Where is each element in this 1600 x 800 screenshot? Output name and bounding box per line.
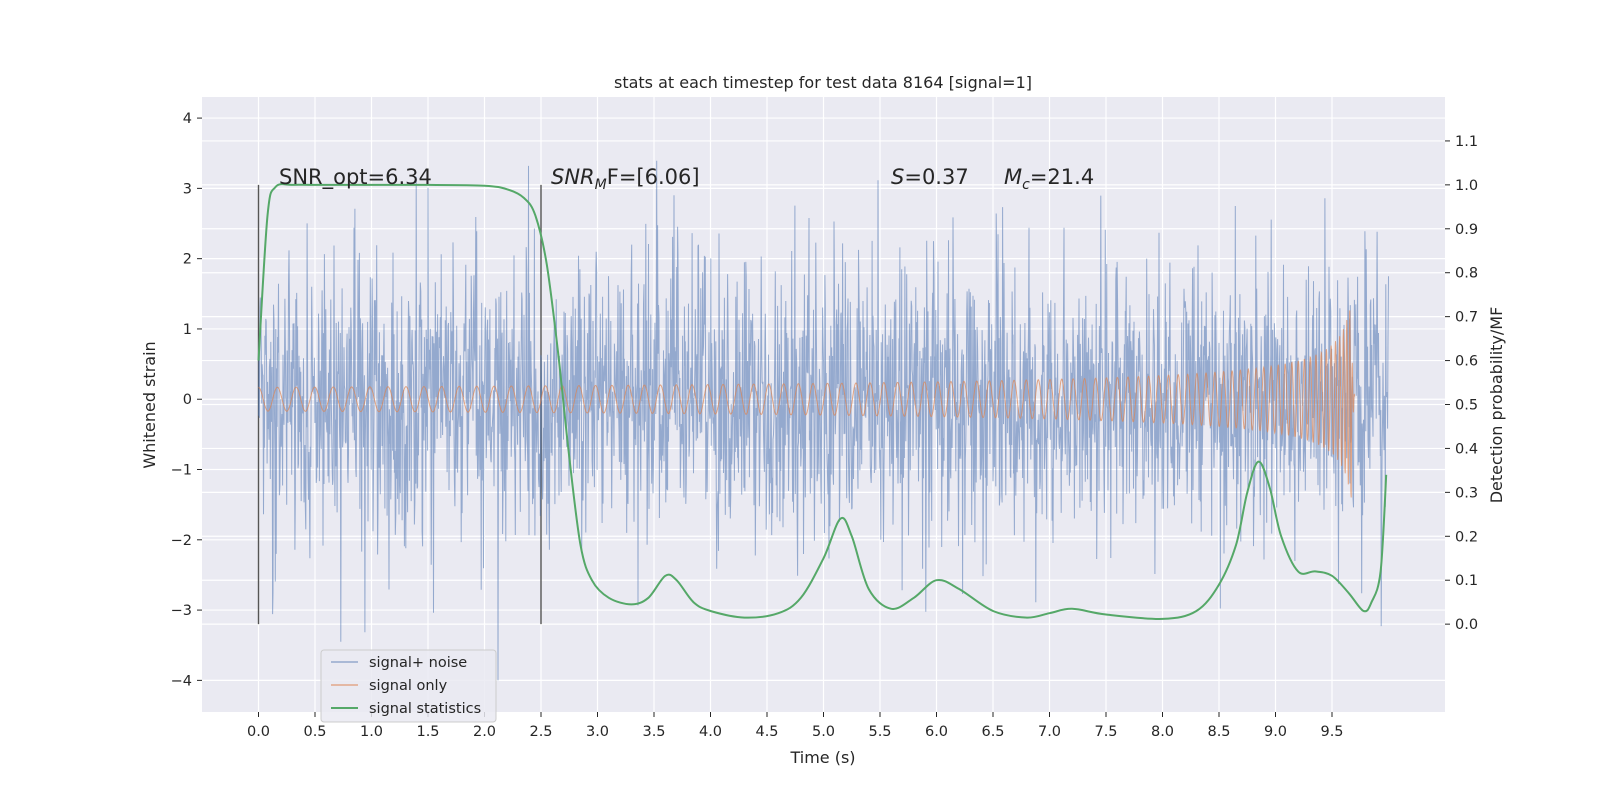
annotation-mc-value: =21.4 bbox=[1030, 165, 1094, 189]
series-signal-noise bbox=[258, 160, 1389, 681]
x-axis-label: Time (s) bbox=[789, 748, 855, 767]
y-right-tick-label: 0.2 bbox=[1455, 529, 1478, 545]
legend-label-signal-only: signal only bbox=[369, 678, 448, 694]
x-tick-label: 7.5 bbox=[1094, 724, 1117, 740]
x-tick-label: 5.5 bbox=[868, 724, 891, 740]
signal-noise-line bbox=[258, 160, 1389, 681]
legend-box bbox=[320, 649, 497, 723]
annotation-snr-opt: SNR_opt=6.34 bbox=[279, 165, 432, 190]
annotation-s: S=0.37 bbox=[891, 165, 969, 189]
annotation-s-value: =0.37 bbox=[904, 165, 968, 189]
y-right-tick-label: 0.6 bbox=[1455, 354, 1478, 370]
annotation-snr-mf-value: F=[6.06] bbox=[607, 165, 700, 189]
x-tick-label: 1.5 bbox=[416, 724, 439, 740]
y-left-tick-label: −3 bbox=[171, 603, 192, 619]
signal-statistics-line bbox=[257, 183, 1388, 620]
x-tick-label: 8.5 bbox=[1207, 724, 1230, 740]
y-right-tick-label: 0.9 bbox=[1455, 222, 1478, 238]
x-tick-label: 6.5 bbox=[981, 724, 1004, 740]
y-right-tick-label: 0.4 bbox=[1455, 441, 1478, 457]
x-tick-label: 9.5 bbox=[1320, 724, 1343, 740]
y-right-tick-label: 0.7 bbox=[1455, 310, 1478, 326]
x-tick-label: 6.0 bbox=[925, 724, 948, 740]
x-tick-label: 2.0 bbox=[473, 724, 496, 740]
x-tick-label: 0.0 bbox=[247, 724, 270, 740]
x-tick-label: 7.0 bbox=[1038, 724, 1061, 740]
legend-label-signal-noise: signal+ noise bbox=[369, 655, 467, 671]
x-tick-label: 1.0 bbox=[360, 724, 383, 740]
annotation-mc-subscript: c bbox=[1022, 177, 1030, 193]
x-tick-label: 4.0 bbox=[699, 724, 722, 740]
series-signal-only bbox=[258, 310, 1356, 498]
y-left-tick-label: 4 bbox=[183, 111, 192, 127]
annotation-snr-mf-symbol: SNR bbox=[551, 165, 595, 189]
annotation-snr-mf-subscript: M bbox=[595, 177, 607, 193]
y-right-tick-label: 1.1 bbox=[1455, 134, 1478, 150]
x-tick-label: 5.0 bbox=[812, 724, 835, 740]
y-right-tick-label: 1.0 bbox=[1455, 178, 1478, 194]
annotation-mc: Mc=21.4 bbox=[1004, 165, 1094, 193]
y-right-tick-label: 0.3 bbox=[1455, 485, 1478, 501]
y-left-tick-label: 1 bbox=[183, 322, 192, 338]
x-tick-label: 8.0 bbox=[1151, 724, 1174, 740]
y-axis-right-label: Detection probability/MF bbox=[1487, 307, 1506, 504]
y-left-tick-label: −1 bbox=[171, 463, 192, 479]
y-left-tick-label: 0 bbox=[183, 392, 192, 408]
x-tick-label: 2.5 bbox=[529, 724, 552, 740]
y-right-tick-label: 0.0 bbox=[1455, 617, 1478, 633]
y-left-tick-label: −4 bbox=[171, 673, 192, 689]
x-tick-label: 9.0 bbox=[1264, 724, 1287, 740]
y-left-tick-label: 3 bbox=[183, 181, 192, 197]
x-tick-label: 4.5 bbox=[755, 724, 778, 740]
y-right-tick-label: 0.8 bbox=[1455, 266, 1478, 282]
x-tick-label: 3.0 bbox=[586, 724, 609, 740]
chart-title: stats at each timestep for test data 816… bbox=[614, 73, 1032, 92]
y-left-tick-label: 2 bbox=[183, 252, 192, 268]
legend-label-signal-statistics: signal statistics bbox=[369, 701, 481, 717]
x-tick-label: 0.5 bbox=[303, 724, 326, 740]
x-tick-label: 3.5 bbox=[642, 724, 665, 740]
series-signal-statistics bbox=[257, 183, 1388, 620]
y-right-tick-label: 0.5 bbox=[1455, 398, 1478, 414]
axis-ticks: 0.0 0.5 1.0 1.5 2.0 2.5 3.0 3.5 4.0 4.5 5.0 5.5 6.0 6… bbox=[171, 111, 1478, 740]
signal-only-line bbox=[258, 310, 1356, 498]
annotation-s-symbol: S bbox=[891, 165, 904, 189]
annotation-mc-symbol: M bbox=[1004, 165, 1022, 189]
legend: signal+ noise signal only signal statist… bbox=[320, 649, 497, 723]
annotation-snr-mf: SNRMF=[6.06] bbox=[551, 165, 700, 193]
y-left-tick-label: −2 bbox=[171, 533, 192, 549]
y-right-tick-label: 0.1 bbox=[1455, 573, 1478, 589]
y-axis-left-label: Whitened strain bbox=[140, 341, 159, 468]
